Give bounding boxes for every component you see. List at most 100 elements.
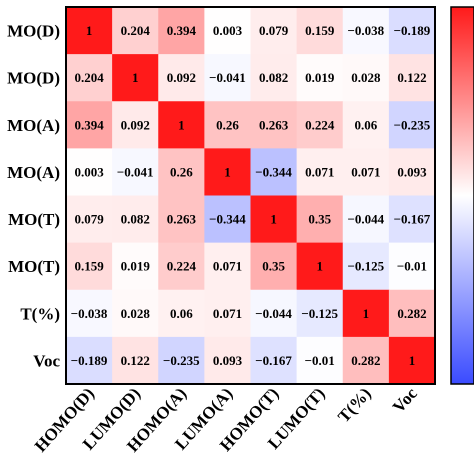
cell-value-label: 0.394 xyxy=(74,117,104,132)
cell-value-label: 0.003 xyxy=(74,164,104,179)
heatmap-cell xyxy=(112,101,159,149)
heatmap-cell xyxy=(296,336,344,385)
cell-value-label: 1 xyxy=(132,70,139,85)
row-label: MO(D) xyxy=(7,69,60,88)
cell-value-label: −0.125 xyxy=(347,259,384,274)
cell-value-label: −0.038 xyxy=(71,306,108,321)
cell-value-label: 0.079 xyxy=(259,23,289,38)
cell-value-label: −0.125 xyxy=(301,306,338,321)
heatmap-cell xyxy=(296,7,344,55)
heatmap-cell xyxy=(112,148,159,196)
heatmap-cell xyxy=(112,7,159,55)
cell-value-label: 0.394 xyxy=(167,23,197,38)
heatmap-cell xyxy=(250,289,298,338)
heatmap-cell xyxy=(158,289,205,338)
heatmap-cell xyxy=(296,289,344,338)
heatmap-cell xyxy=(296,195,344,244)
heatmap-cell xyxy=(342,336,390,385)
heatmap-cell xyxy=(112,289,159,338)
cell-value-label: −0.189 xyxy=(394,23,431,38)
colorbar-gradient xyxy=(450,6,474,385)
cell-value-label: 1 xyxy=(270,212,277,227)
heatmap-cells xyxy=(66,7,436,385)
heatmap-cell xyxy=(250,336,298,385)
cell-value-label: −0.167 xyxy=(255,353,292,368)
column-label: Voc xyxy=(389,384,421,417)
heatmap-cell xyxy=(342,148,390,196)
row-label: MO(A) xyxy=(7,116,60,135)
heatmap-cell xyxy=(388,101,436,149)
row-label: MO(T) xyxy=(8,257,60,276)
heatmap-cell xyxy=(250,7,298,55)
heatmap-cell xyxy=(204,7,251,55)
cell-value-label: 1 xyxy=(409,353,416,368)
cell-value-label: 0.092 xyxy=(167,70,196,85)
cell-value-label: 0.26 xyxy=(216,117,239,132)
cell-value-label: 1 xyxy=(178,117,185,132)
cell-value-label: 0.26 xyxy=(170,164,193,179)
cell-value-label: 0.019 xyxy=(305,70,335,85)
cell-value-label: 0.092 xyxy=(121,117,150,132)
cell-value-label: 0.35 xyxy=(262,259,285,274)
heatmap-cell xyxy=(250,54,298,102)
cell-value-label: 0.159 xyxy=(305,23,335,38)
heatmap-cell xyxy=(342,289,390,338)
cell-value-label: −0.041 xyxy=(117,164,154,179)
cell-value-label: 1 xyxy=(224,164,231,179)
cell-value-label: 0.082 xyxy=(121,212,150,227)
cell-value-label: 0.282 xyxy=(397,306,426,321)
heatmap-cell xyxy=(66,148,113,196)
heatmap-cell xyxy=(342,195,390,244)
cell-value-label: 0.282 xyxy=(351,353,380,368)
cell-value-label: −0.01 xyxy=(397,259,427,274)
heatmap-cell xyxy=(388,289,436,338)
cell-value-label: 0.122 xyxy=(397,70,426,85)
heatmap-cell xyxy=(204,101,251,149)
heatmap-cell xyxy=(250,101,298,149)
column-label: T(%) xyxy=(334,384,375,426)
heatmap-cell xyxy=(66,7,113,55)
cell-value-label: −0.041 xyxy=(209,70,246,85)
cell-value-label: 0.071 xyxy=(305,164,334,179)
cell-value-label: 0.204 xyxy=(74,70,104,85)
heatmap-cell xyxy=(342,7,390,55)
cell-value-label: 0.093 xyxy=(397,164,427,179)
heatmap-cell xyxy=(296,101,344,149)
heatmap-cell xyxy=(342,54,390,102)
row-labels: MO(D) MO(D) MO(A) MO(A) MO(T) MO(T) T(%) Voc xyxy=(7,22,60,371)
heatmap-cell xyxy=(158,336,205,385)
heatmap-value-labels: 1 0.204 0.394 0.003 0.079 0.159 −0.038 −0.189 0.… xyxy=(71,23,431,368)
heatmap-cell xyxy=(112,195,159,244)
cell-value-label: 0.06 xyxy=(354,117,377,132)
heatmap-cell xyxy=(250,148,298,196)
heatmap-cell xyxy=(158,242,205,291)
cell-value-label: −0.167 xyxy=(394,212,431,227)
heatmap-cell xyxy=(204,242,251,291)
cell-value-label: 0.028 xyxy=(121,306,151,321)
heatmap-cell xyxy=(342,242,390,291)
heatmap-cell xyxy=(158,195,205,244)
cell-value-label: −0.01 xyxy=(305,353,335,368)
heatmap-cell xyxy=(388,54,436,102)
cell-value-label: 0.079 xyxy=(74,212,104,227)
heatmap-cell xyxy=(66,289,113,338)
cell-value-label: 1 xyxy=(363,306,370,321)
cell-value-label: −0.235 xyxy=(163,353,200,368)
plot-frame xyxy=(65,6,436,385)
cell-value-label: 0.35 xyxy=(308,212,331,227)
heatmap-cell xyxy=(66,195,113,244)
cell-value-label: 0.122 xyxy=(121,353,150,368)
cell-value-label: 1 xyxy=(316,259,323,274)
cell-value-label: 0.071 xyxy=(351,164,380,179)
heatmap-cell xyxy=(388,148,436,196)
cell-value-label: −0.038 xyxy=(347,23,384,38)
column-labels: HOMO(D)LUMO(D)HOMO(A)LUMO(A)HOMO(T)LUMO(… xyxy=(31,384,421,456)
heatmap-cell xyxy=(66,242,113,291)
cell-value-label: 0.071 xyxy=(213,259,242,274)
cell-value-label: 0.028 xyxy=(351,70,381,85)
cell-value-label: 0.093 xyxy=(213,353,243,368)
cell-value-label: −0.044 xyxy=(347,212,384,227)
heatmap-cell xyxy=(296,242,344,291)
row-label: Voc xyxy=(33,351,60,370)
